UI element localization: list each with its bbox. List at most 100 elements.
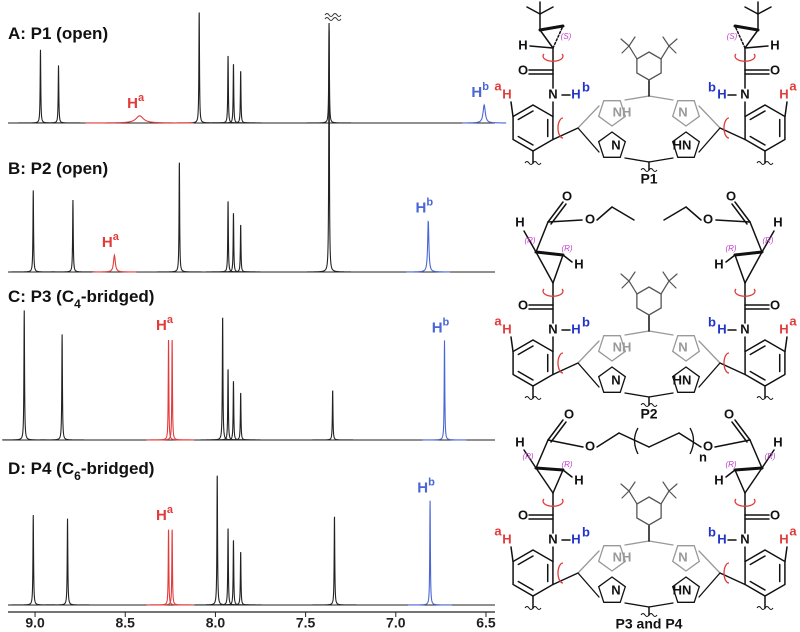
peak	[218, 224, 263, 273]
bond	[725, 254, 736, 263]
atom-label: O	[703, 438, 713, 453]
x-tick-label: 8.5	[116, 615, 136, 631]
pyrrole-ring	[671, 100, 701, 127]
atom-label: NH	[613, 104, 632, 119]
peak	[312, 516, 357, 606]
bond	[662, 36, 670, 47]
bond	[577, 127, 600, 153]
peak	[177, 12, 222, 124]
proton-superscript: a	[113, 231, 120, 243]
peak	[211, 381, 256, 441]
bracket	[633, 427, 695, 455]
atom-label: a	[789, 78, 797, 93]
pyrrole-ring	[597, 131, 627, 158]
atom-label: NH	[613, 339, 632, 354]
bond	[621, 45, 630, 54]
stereo-label: (R)	[561, 460, 572, 469]
proton-letter: H	[432, 319, 443, 336]
peak	[211, 64, 256, 124]
bond	[648, 602, 674, 608]
wavy-bond	[640, 403, 658, 407]
bond	[624, 540, 650, 546]
peak	[157, 162, 202, 273]
atom-label: H	[515, 434, 524, 449]
phenyl-ring	[512, 549, 554, 597]
bond	[596, 206, 613, 221]
bond	[624, 602, 650, 608]
bond	[517, 345, 534, 356]
bond	[547, 201, 564, 223]
peak	[11, 515, 56, 606]
bond	[562, 254, 573, 263]
rotation-arrow	[557, 117, 564, 139]
panel-label-part: B: P2 (open)	[8, 159, 108, 178]
rotation-arrow	[723, 562, 730, 584]
pyrrole-ring	[671, 335, 701, 362]
pyrrole-ring	[671, 131, 701, 158]
stereo-label: (S)	[561, 32, 572, 41]
stereo-label: (R)	[762, 236, 773, 245]
bond	[621, 280, 630, 289]
bond	[624, 392, 650, 398]
wavy-bond	[756, 606, 774, 610]
bond	[538, 24, 565, 32]
atom-label: H	[571, 86, 580, 101]
bond	[510, 546, 514, 563]
atom-label: N	[740, 531, 749, 546]
bond	[526, 6, 541, 15]
x-tick-label: 6.5	[476, 615, 496, 631]
proton-letter: H	[127, 95, 138, 112]
proton-letter: H	[417, 480, 428, 497]
bond	[550, 203, 567, 225]
atom-label: H	[770, 37, 779, 52]
bond	[698, 127, 721, 153]
pyrrole-ring	[597, 366, 627, 393]
atom-label: H	[773, 214, 782, 229]
atom-label: N	[740, 321, 749, 336]
structure-name: P3 and P4	[616, 616, 683, 632]
panel-label-part: A: P1 (open)	[8, 24, 108, 43]
bond	[660, 45, 670, 60]
bond	[517, 370, 534, 381]
bond	[577, 105, 600, 129]
bond	[749, 135, 766, 146]
atom-label: N	[611, 372, 620, 387]
bond	[628, 481, 636, 492]
bond	[534, 250, 565, 257]
atom-label: H	[779, 321, 788, 336]
bond	[749, 370, 766, 381]
bond	[648, 157, 674, 163]
phenyl-ring	[744, 549, 786, 597]
proton-label: Ha	[156, 314, 174, 334]
peak	[18, 49, 63, 124]
phenyl-ring	[512, 339, 554, 387]
peak	[307, 22, 352, 124]
x-tick-label: 7.0	[386, 615, 406, 631]
bond	[662, 481, 670, 492]
peak	[150, 529, 195, 606]
bond	[624, 330, 650, 336]
atom-label: H	[502, 531, 511, 546]
bond	[731, 421, 748, 443]
atom-label: b	[708, 524, 716, 539]
bond	[648, 95, 674, 101]
atom-label: HN	[673, 582, 692, 597]
atom-label: H	[571, 321, 580, 336]
peak	[422, 340, 467, 441]
bond	[577, 572, 600, 598]
wavy-bond	[756, 161, 774, 165]
proton-letter: H	[156, 507, 167, 524]
proton-superscript: a	[167, 314, 174, 326]
bond	[611, 206, 635, 221]
atom-label: H	[515, 214, 524, 229]
proton-label: Ha	[102, 231, 120, 251]
atom-label: N	[678, 104, 687, 119]
bond	[663, 206, 687, 221]
bond	[628, 280, 638, 295]
bond	[733, 24, 760, 32]
atom-label: H	[502, 86, 511, 101]
bond	[539, 6, 554, 15]
proton-letter: H	[415, 199, 426, 216]
pyrrole-ring	[597, 100, 627, 127]
